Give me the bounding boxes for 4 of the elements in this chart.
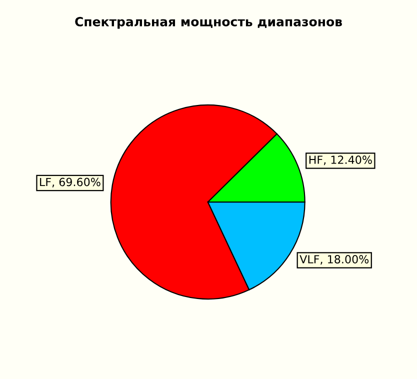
slice-label: HF, 12.40% [309, 156, 372, 166]
chart-title: Спектральная мощность диапазонов [75, 16, 342, 29]
slice-label: VLF, 18.00% [300, 255, 369, 265]
slice-label: LF, 69.60% [40, 178, 100, 188]
